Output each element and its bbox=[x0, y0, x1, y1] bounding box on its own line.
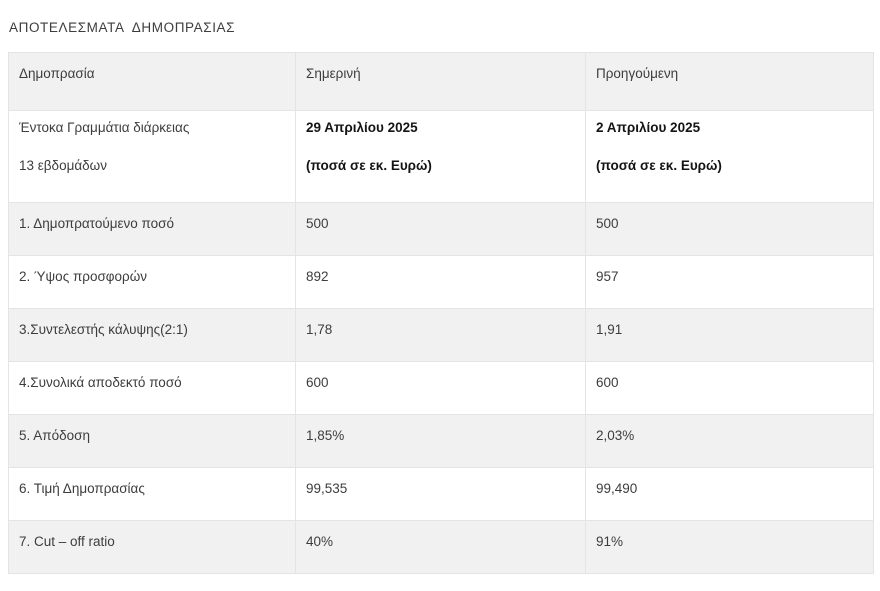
table-body: Έντοκα Γραμμάτια διάρκειας 13 εβδομάδων … bbox=[8, 110, 874, 574]
table-row: 6. Τιμή Δημοπρασίας 99,535 99,490 bbox=[8, 467, 874, 521]
row-previous-value: 957 bbox=[585, 255, 874, 309]
column-header-auction: Δημοπρασία bbox=[8, 52, 296, 111]
row-current-value: 1,78 bbox=[295, 308, 586, 362]
table-row: 2. Ύψος προσφορών 892 957 bbox=[8, 255, 874, 309]
security-name: Έντοκα Γραμμάτια διάρκειας bbox=[19, 120, 190, 135]
row-previous-value: 500 bbox=[585, 202, 874, 256]
current-auction-date: 29 Απριλίου 2025 bbox=[306, 120, 418, 135]
row-previous-value: 1,91 bbox=[585, 308, 874, 362]
auction-results-table: Δημοπρασία Σημερινή Προηγούμενη Έντοκα Γ… bbox=[8, 52, 874, 574]
row-label: 4.Συνολικά αποδεκτό ποσό bbox=[8, 361, 296, 415]
security-duration: 13 εβδομάδων bbox=[19, 158, 107, 173]
page-title: ΑΠΟΤΕΛΕΣΜΑΤΑ ΔΗΜΟΠΡΑΣΙΑΣ bbox=[9, 20, 236, 35]
row-label: 7. Cut – off ratio bbox=[8, 520, 296, 574]
row-previous-value: 2,03% bbox=[585, 414, 874, 468]
previous-auction-units: (ποσά σε εκ. Ευρώ) bbox=[596, 158, 722, 173]
table-subheader-row: Έντοκα Γραμμάτια διάρκειας 13 εβδομάδων … bbox=[8, 110, 874, 203]
row-previous-value: 600 bbox=[585, 361, 874, 415]
previous-auction-date-cell: 2 Απριλίου 2025 (ποσά σε εκ. Ευρώ) bbox=[585, 110, 874, 203]
row-label: 6. Τιμή Δημοπρασίας bbox=[8, 467, 296, 521]
row-label: 1. Δημοπρατούμενο ποσό bbox=[8, 202, 296, 256]
row-current-value: 1,85% bbox=[295, 414, 586, 468]
table-row: 5. Απόδοση 1,85% 2,03% bbox=[8, 414, 874, 468]
row-current-value: 600 bbox=[295, 361, 586, 415]
row-current-value: 500 bbox=[295, 202, 586, 256]
row-current-value: 892 bbox=[295, 255, 586, 309]
column-header-current: Σημερινή bbox=[295, 52, 586, 111]
table-row: 3.Συντελεστής κάλυψης(2:1) 1,78 1,91 bbox=[8, 308, 874, 362]
table-row: 1. Δημοπρατούμενο ποσό 500 500 bbox=[8, 202, 874, 256]
row-label: 3.Συντελεστής κάλυψης(2:1) bbox=[8, 308, 296, 362]
row-current-value: 99,535 bbox=[295, 467, 586, 521]
table-row: 4.Συνολικά αποδεκτό ποσό 600 600 bbox=[8, 361, 874, 415]
column-header-previous: Προηγούμενη bbox=[585, 52, 874, 111]
current-auction-units: (ποσά σε εκ. Ευρώ) bbox=[306, 158, 432, 173]
current-auction-date-cell: 29 Απριλίου 2025 (ποσά σε εκ. Ευρώ) bbox=[295, 110, 586, 203]
row-label: 5. Απόδοση bbox=[8, 414, 296, 468]
row-previous-value: 91% bbox=[585, 520, 874, 574]
row-current-value: 40% bbox=[295, 520, 586, 574]
table-header-row: Δημοπρασία Σημερινή Προηγούμενη bbox=[8, 52, 874, 111]
security-cell: Έντοκα Γραμμάτια διάρκειας 13 εβδομάδων bbox=[8, 110, 296, 203]
previous-auction-date: 2 Απριλίου 2025 bbox=[596, 120, 701, 135]
table-row: 7. Cut – off ratio 40% 91% bbox=[8, 520, 874, 574]
row-label: 2. Ύψος προσφορών bbox=[8, 255, 296, 309]
row-previous-value: 99,490 bbox=[585, 467, 874, 521]
